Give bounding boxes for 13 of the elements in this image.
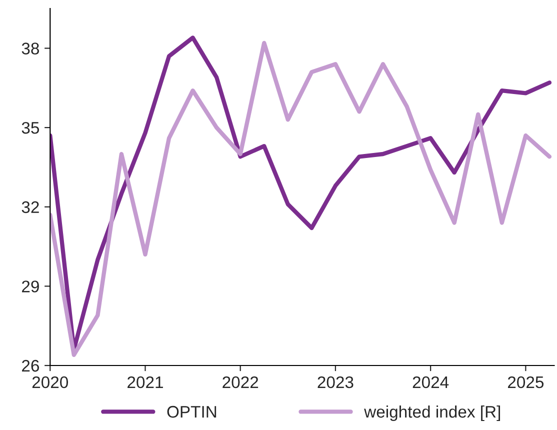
y-tick-label: 35 xyxy=(22,122,40,134)
y-tick-label: 26 xyxy=(22,360,39,372)
y-tick-label: 29 xyxy=(22,280,39,292)
x-tick-label: 2021 xyxy=(128,376,163,388)
y-tick-label: 38 xyxy=(22,42,39,54)
legend-label: weighted index [R] xyxy=(364,405,500,422)
x-tick-label: 2023 xyxy=(318,376,354,388)
x-tick-label: 2024 xyxy=(412,376,449,388)
x-tick-label: 2025 xyxy=(508,376,544,388)
y-tick-label: 32 xyxy=(22,201,39,214)
x-tick-label: 2020 xyxy=(32,376,68,388)
legend-label: OPTIN xyxy=(167,406,216,418)
x-tick-label: 2022 xyxy=(222,376,258,388)
